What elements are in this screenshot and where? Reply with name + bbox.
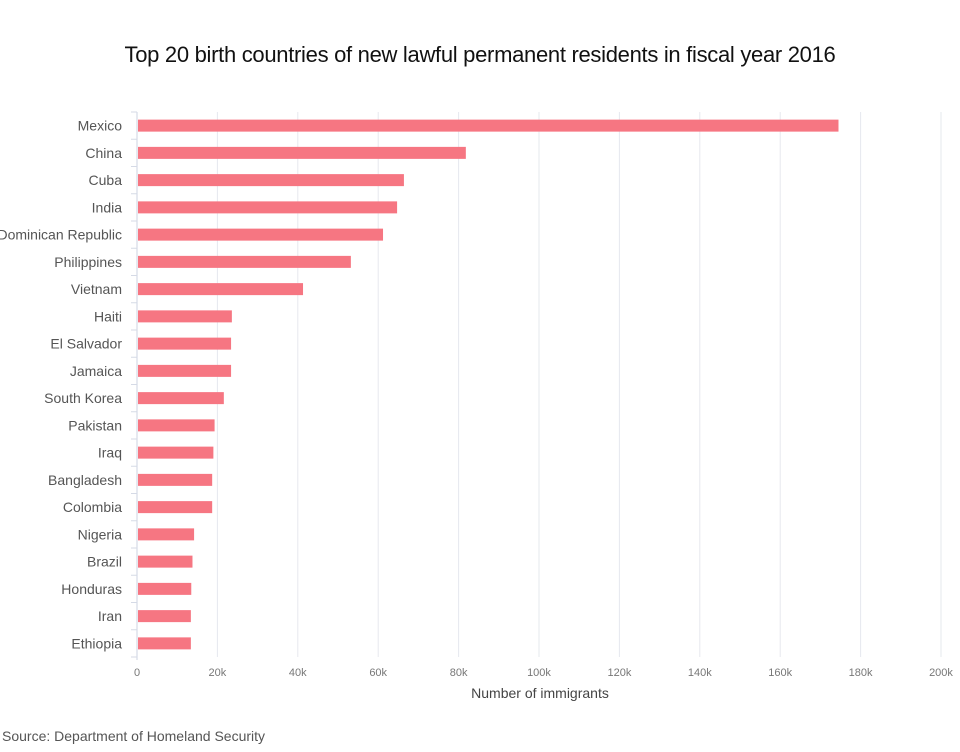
category-label: Mexico: [78, 118, 123, 134]
bar-iran: [138, 610, 191, 623]
category-label: Iraq: [98, 445, 122, 461]
bar-china: [138, 146, 466, 159]
bar-colombia: [138, 501, 213, 514]
source-note: Source: Department of Homeland Security: [2, 728, 266, 744]
category-label: South Korea: [44, 390, 122, 406]
bar-ethiopia: [138, 637, 191, 650]
category-labels: Mexico China Cuba India Dominican Republic Ph…: [0, 118, 122, 652]
category-label: Haiti: [94, 308, 122, 324]
bar-nigeria: [138, 528, 195, 541]
x-tick-label: 100k: [527, 667, 551, 679]
x-tick-label: 80k: [450, 667, 468, 679]
bar-vietnam: [138, 283, 304, 296]
bar-cuba: [138, 174, 404, 187]
x-tick-label: 200k: [929, 667, 953, 679]
bars: [138, 119, 839, 650]
category-label: El Salvador: [50, 336, 122, 352]
x-tick-label: 0: [134, 667, 140, 679]
category-label: Cuba: [89, 172, 123, 188]
x-axis-title: Number of immigrants: [471, 685, 609, 701]
category-label: Jamaica: [70, 363, 122, 379]
bar-haiti: [138, 310, 232, 323]
x-tick-labels: 0 20k 40k 60k 80k 100k 120k 140k 160k 180k 200k: [134, 667, 953, 679]
category-label: China: [85, 145, 122, 161]
category-label: Bangladesh: [48, 472, 122, 488]
category-label: Dominican Republic: [0, 227, 122, 243]
y-axis: [131, 111, 138, 660]
x-tick-label: 60k: [369, 667, 387, 679]
bar-honduras: [138, 582, 192, 595]
bar-philippines: [138, 255, 351, 268]
bar-india: [138, 201, 398, 214]
chart-title: Top 20 birth countries of new lawful per…: [124, 42, 836, 67]
bar-bangladesh: [138, 473, 213, 486]
x-tick-label: 120k: [607, 667, 631, 679]
category-label: Philippines: [54, 254, 122, 270]
bar-south-korea: [138, 392, 224, 405]
x-tick-label: 140k: [688, 667, 712, 679]
category-label: Honduras: [61, 581, 122, 597]
bar-el-salvador: [138, 337, 232, 350]
category-label: Colombia: [63, 499, 122, 515]
category-label: Vietnam: [71, 281, 122, 297]
bar-mexico: [138, 119, 839, 132]
bar-iraq: [138, 446, 214, 459]
bar-jamaica: [138, 364, 232, 377]
category-label: Iran: [98, 608, 122, 624]
x-tick-label: 160k: [768, 667, 792, 679]
category-label: India: [92, 199, 123, 215]
x-tick-label: 40k: [289, 667, 307, 679]
x-tick-label: 20k: [209, 667, 227, 679]
gridlines: [216, 112, 942, 657]
bar-pakistan: [138, 419, 215, 432]
x-tick-label: 180k: [849, 667, 873, 679]
category-label: Brazil: [87, 554, 122, 570]
category-label: Ethiopia: [71, 635, 122, 651]
bar-brazil: [138, 555, 193, 568]
bar-dominican-republic: [138, 228, 384, 241]
category-label: Pakistan: [68, 417, 122, 433]
category-label: Nigeria: [78, 526, 123, 542]
